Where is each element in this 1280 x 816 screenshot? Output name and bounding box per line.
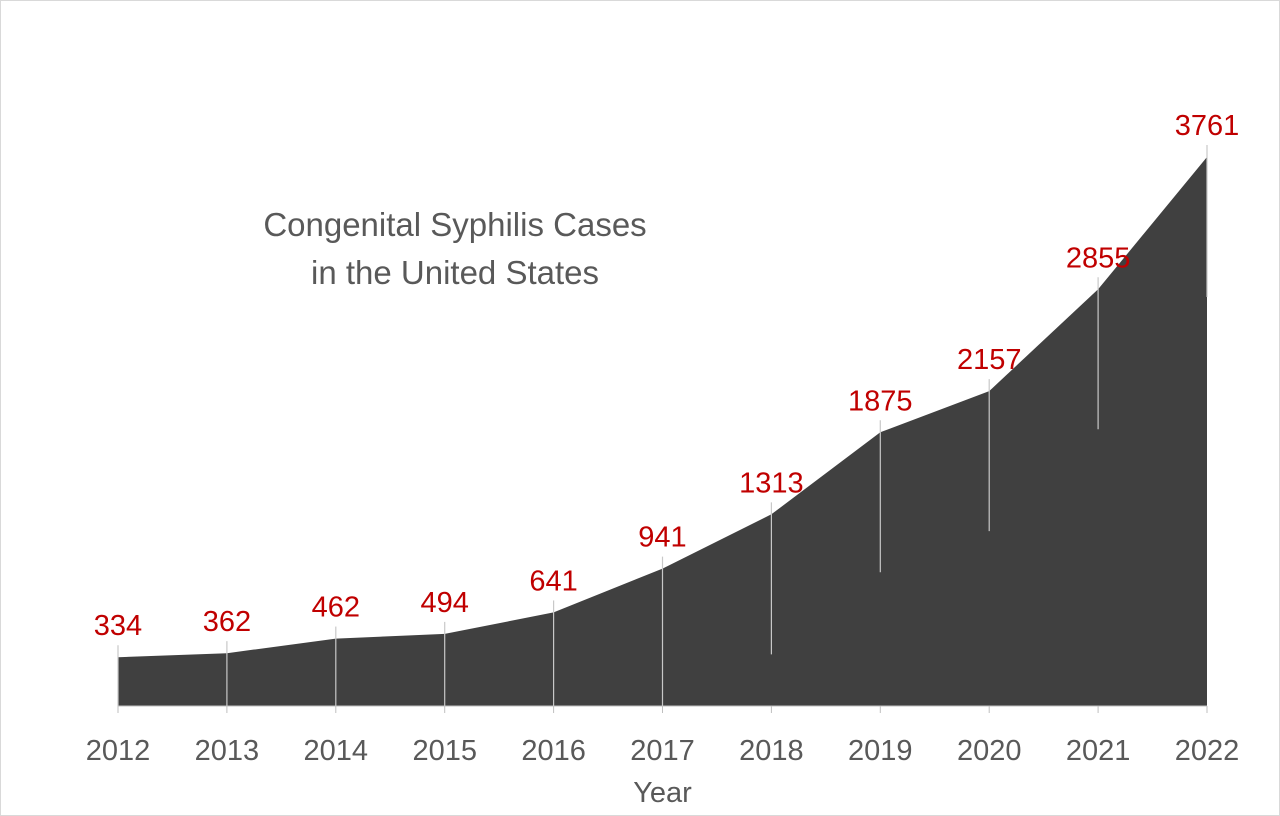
x-tick-label: 2016 — [521, 735, 586, 767]
data-label: 1313 — [739, 467, 804, 499]
chart-title: Congenital Syphilis Cases in the United … — [205, 201, 705, 297]
x-tick-label: 2019 — [848, 735, 913, 767]
data-label: 1875 — [848, 385, 913, 417]
data-label: 334 — [94, 610, 142, 642]
data-label: 2855 — [1066, 242, 1131, 274]
x-tick-label: 2021 — [1066, 735, 1131, 767]
chart-title-line1: Congenital Syphilis Cases — [263, 206, 647, 243]
data-label: 362 — [203, 606, 251, 638]
data-label: 494 — [421, 587, 469, 619]
x-tick-label: 2020 — [957, 735, 1022, 767]
data-label: 462 — [312, 592, 360, 624]
x-axis-title: Year — [633, 777, 692, 809]
data-label: 941 — [638, 522, 686, 554]
data-label: 2157 — [957, 344, 1022, 376]
x-tick-label: 2013 — [195, 735, 260, 767]
x-tick-label: 2014 — [304, 735, 369, 767]
x-tick-label: 2017 — [630, 735, 695, 767]
chart-title-line2: in the United States — [310, 254, 599, 291]
x-tick-label: 2022 — [1175, 735, 1240, 767]
data-label: 641 — [529, 565, 577, 597]
data-label: 3761 — [1175, 110, 1240, 142]
x-tick-label: 2018 — [739, 735, 804, 767]
x-tick-label: 2012 — [86, 735, 151, 767]
x-tick-label: 2015 — [412, 735, 477, 767]
area-series — [118, 157, 1207, 706]
